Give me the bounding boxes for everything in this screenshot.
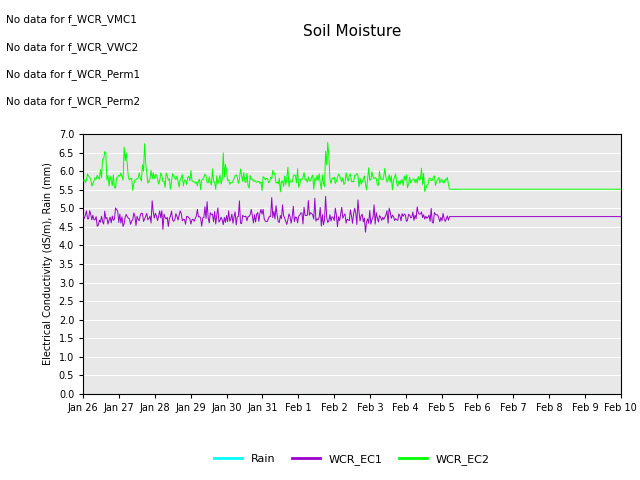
Text: No data for f_WCR_VMC1: No data for f_WCR_VMC1 [6,14,137,25]
Text: No data for f_WCR_VWC2: No data for f_WCR_VWC2 [6,42,139,53]
Text: No data for f_WCR_Perm1: No data for f_WCR_Perm1 [6,69,141,80]
Legend: Rain, WCR_EC1, WCR_EC2: Rain, WCR_EC1, WCR_EC2 [210,450,494,469]
Text: Soil Moisture: Soil Moisture [303,24,401,39]
Text: No data for f_WCR_Perm2: No data for f_WCR_Perm2 [6,96,141,108]
Y-axis label: Electrical Conductivity (dS/m), Rain (mm): Electrical Conductivity (dS/m), Rain (mm… [43,163,53,365]
